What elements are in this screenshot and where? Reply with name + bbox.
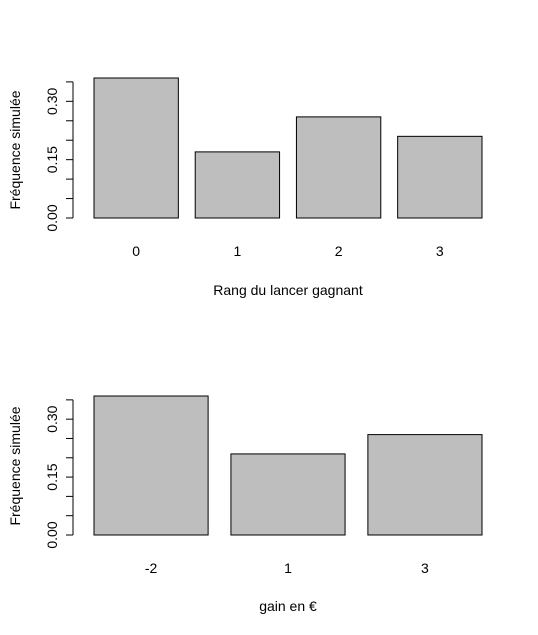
x-axis-label: Rang du lancer gagnant <box>213 282 363 298</box>
y-tick-label: 0.30 <box>44 405 60 432</box>
bar-2 <box>295 116 382 219</box>
chart-gain: Fréquence simulée gain en € 0.00 0.15 0.30… <box>7 395 483 614</box>
x-tick-label: 1 <box>233 243 241 259</box>
bar-3 <box>397 135 483 219</box>
y-tick-label: 0.15 <box>44 463 60 490</box>
x-tick-label: -2 <box>145 560 158 576</box>
x-tick-label: 1 <box>284 560 292 576</box>
y-axis-label: Fréquence simulée <box>7 406 23 525</box>
chart-rang-lancer: Fréquence simulée Rang du lancer gagnant… <box>7 77 483 298</box>
y-tick-label: 0.00 <box>44 521 60 548</box>
x-tick-label: 2 <box>335 243 343 259</box>
x-tick-label: 3 <box>421 560 429 576</box>
x-axis-label: gain en € <box>259 598 317 614</box>
bar-3 <box>367 434 483 536</box>
y-tick-label: 0.30 <box>44 87 60 114</box>
x-tick-label: 0 <box>132 243 140 259</box>
bar-0 <box>93 77 179 219</box>
y-axis-label: Fréquence simulée <box>7 90 23 209</box>
bar--2 <box>93 395 209 536</box>
y-tick-label: 0.15 <box>44 146 60 173</box>
y-tick-label: 0.00 <box>44 204 60 231</box>
x-tick-label: 3 <box>436 243 444 259</box>
bar-1 <box>230 453 346 536</box>
bar-1 <box>194 151 281 219</box>
